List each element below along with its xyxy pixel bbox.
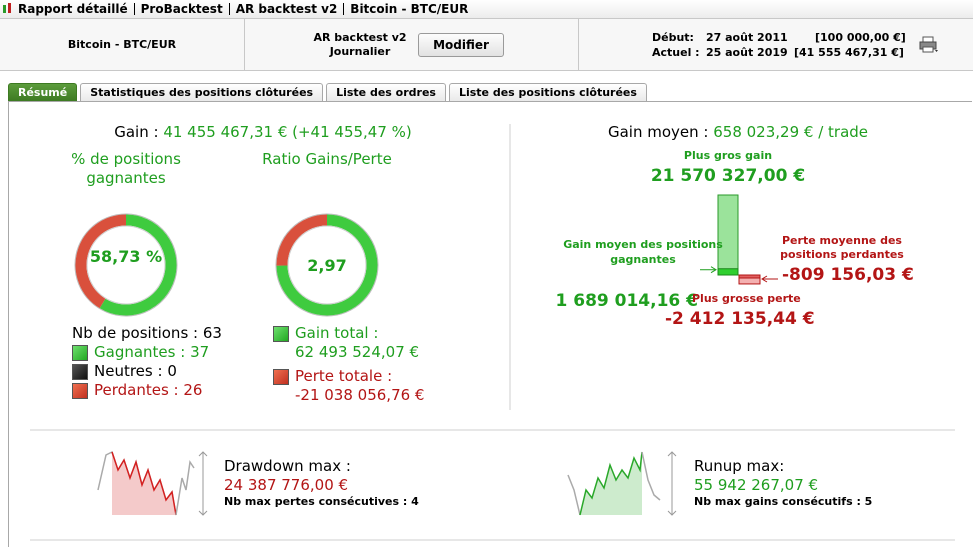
neutral-value: 0 — [167, 362, 177, 380]
drawdown-label: Drawdown max : — [224, 457, 351, 475]
loss-total-label: Perte totale : — [295, 367, 393, 385]
win-rate-title: % de positions gagnantes — [71, 150, 181, 187]
positions-count: Nb de positions : 63 — [72, 324, 222, 342]
title-bar: Rapport détaillé ProBacktest AR backtest… — [0, 0, 973, 19]
avg-win-arrowhead — [710, 266, 717, 274]
legend-swatch — [273, 326, 289, 342]
instrument-box: Bitcoin - BTC/EUR — [0, 19, 245, 70]
drawdown-streak: Nb max pertes consécutives : 4 — [224, 495, 419, 508]
drawdown-icon — [97, 450, 208, 516]
winning-count: Gagnantes : 37 — [94, 343, 209, 361]
positions-label: Nb de positions : — [72, 324, 199, 342]
instrument: Bitcoin - BTC/EUR — [67, 38, 177, 51]
summary-panel — [8, 101, 972, 547]
period-box: Début: 27 août 2011 [100 000,00 €] Actue… — [579, 19, 973, 70]
ratio-title: Ratio Gains/Perte — [262, 150, 392, 168]
donut-loss-arc — [75, 214, 127, 309]
avg-loss-arrowhead — [761, 275, 768, 283]
avg-win-label: Gain moyen des positions gagnantes — [563, 238, 723, 266]
start-date: 27 août 2011 — [706, 31, 788, 44]
gain-line: Gain : 41 455 467,31 € (+41 455,47 %) — [30, 123, 496, 141]
modify-button[interactable]: Modifier — [418, 33, 504, 57]
neutral-label: Neutres : — [94, 362, 163, 380]
avg-gain-label: Gain moyen : — [607, 123, 709, 141]
ratio-label: 2,97 — [307, 256, 347, 275]
runup-label: Runup max: — [694, 457, 785, 475]
losing-value: 26 — [183, 381, 203, 399]
avg-win-bar — [717, 268, 739, 276]
winning-label: Gagnantes : — [94, 343, 186, 361]
donut-win-arc — [276, 214, 378, 316]
win-rate-label: 58,73 % — [89, 247, 163, 266]
start-capital: [100 000,00 €] — [815, 31, 906, 44]
max-gain-value: 21 570 327,00 € — [650, 166, 806, 186]
title-item: ProBacktest — [135, 3, 230, 15]
app-icon — [3, 3, 11, 13]
losing-count: Perdantes : 26 — [94, 381, 202, 399]
winning-value: 37 — [190, 343, 210, 361]
neutral-count: Neutres : 0 — [94, 362, 177, 380]
tab[interactable]: Liste des positions clôturées — [448, 83, 647, 101]
legend-swatch — [72, 383, 88, 399]
title-item: Bitcoin - BTC/EUR — [350, 2, 469, 16]
current-label: Actuel : — [652, 46, 700, 59]
tab-bar: Résumé Statistiques des positions clôtur… — [8, 83, 650, 101]
title-item: AR backtest v2 — [230, 3, 345, 15]
max-loss-label: Plus grosse perte — [692, 292, 801, 305]
system-name: AR backtest v2 — [313, 31, 407, 44]
drawdown-value: 24 387 776,00 € — [224, 476, 349, 494]
system-box: AR backtest v2 Journalier Modifier — [245, 19, 579, 70]
donut-outline — [275, 213, 379, 317]
gain-total-value: 62 493 524,07 € — [295, 343, 420, 361]
avg-gain-line: Gain moyen : 658 023,29 € / trade — [520, 123, 956, 141]
avg-loss-bar — [738, 274, 761, 279]
avg-loss-label: Perte moyenne des positions perdantes — [780, 234, 904, 261]
tab[interactable]: Liste des ordres — [326, 83, 446, 101]
donut-win-arc — [99, 214, 177, 316]
donut-inner — [86, 225, 166, 305]
header: Bitcoin - BTC/EUR AR backtest v2 Journal… — [0, 19, 973, 71]
current-date: 25 août 2019 — [706, 46, 788, 59]
runup-streak: Nb max gains consécutifs : 5 — [694, 495, 873, 508]
losing-label: Perdantes : — [94, 381, 179, 399]
print-icon[interactable] — [919, 36, 939, 54]
donut-loss-arc — [276, 214, 328, 266]
loss-total-value: -21 038 056,76 € — [295, 386, 425, 404]
legend-swatch — [273, 369, 289, 385]
avg-win-value: 1 689 014,16 € — [555, 291, 699, 311]
current-capital: [41 555 467,31 €] — [794, 46, 904, 59]
title-item: Rapport détaillé — [16, 3, 135, 15]
max-gain-label: Plus gros gain — [683, 149, 773, 162]
legend-swatch — [72, 345, 88, 361]
avg-loss-value: -809 156,03 € — [782, 265, 914, 285]
gain-label: Gain : — [114, 123, 159, 141]
positions-value: 63 — [202, 324, 222, 342]
legend-swatch — [72, 364, 88, 380]
runup-value: 55 942 267,07 € — [694, 476, 819, 494]
gain-value: 41 455 467,31 € (+41 455,47 %) — [163, 123, 412, 141]
runup-icon — [567, 451, 677, 516]
max-loss-value: -2 412 135,44 € — [665, 309, 815, 329]
period: Journalier — [329, 45, 391, 58]
donut-outline — [74, 213, 178, 317]
donut-inner — [287, 225, 367, 305]
tab[interactable]: Résumé — [8, 83, 78, 101]
gain-total-label: Gain total : — [295, 324, 379, 342]
avg-gain-value: 658 023,29 € / trade — [713, 123, 869, 141]
start-label: Début: — [652, 31, 694, 44]
tab[interactable]: Statistiques des positions clôturées — [80, 83, 324, 101]
